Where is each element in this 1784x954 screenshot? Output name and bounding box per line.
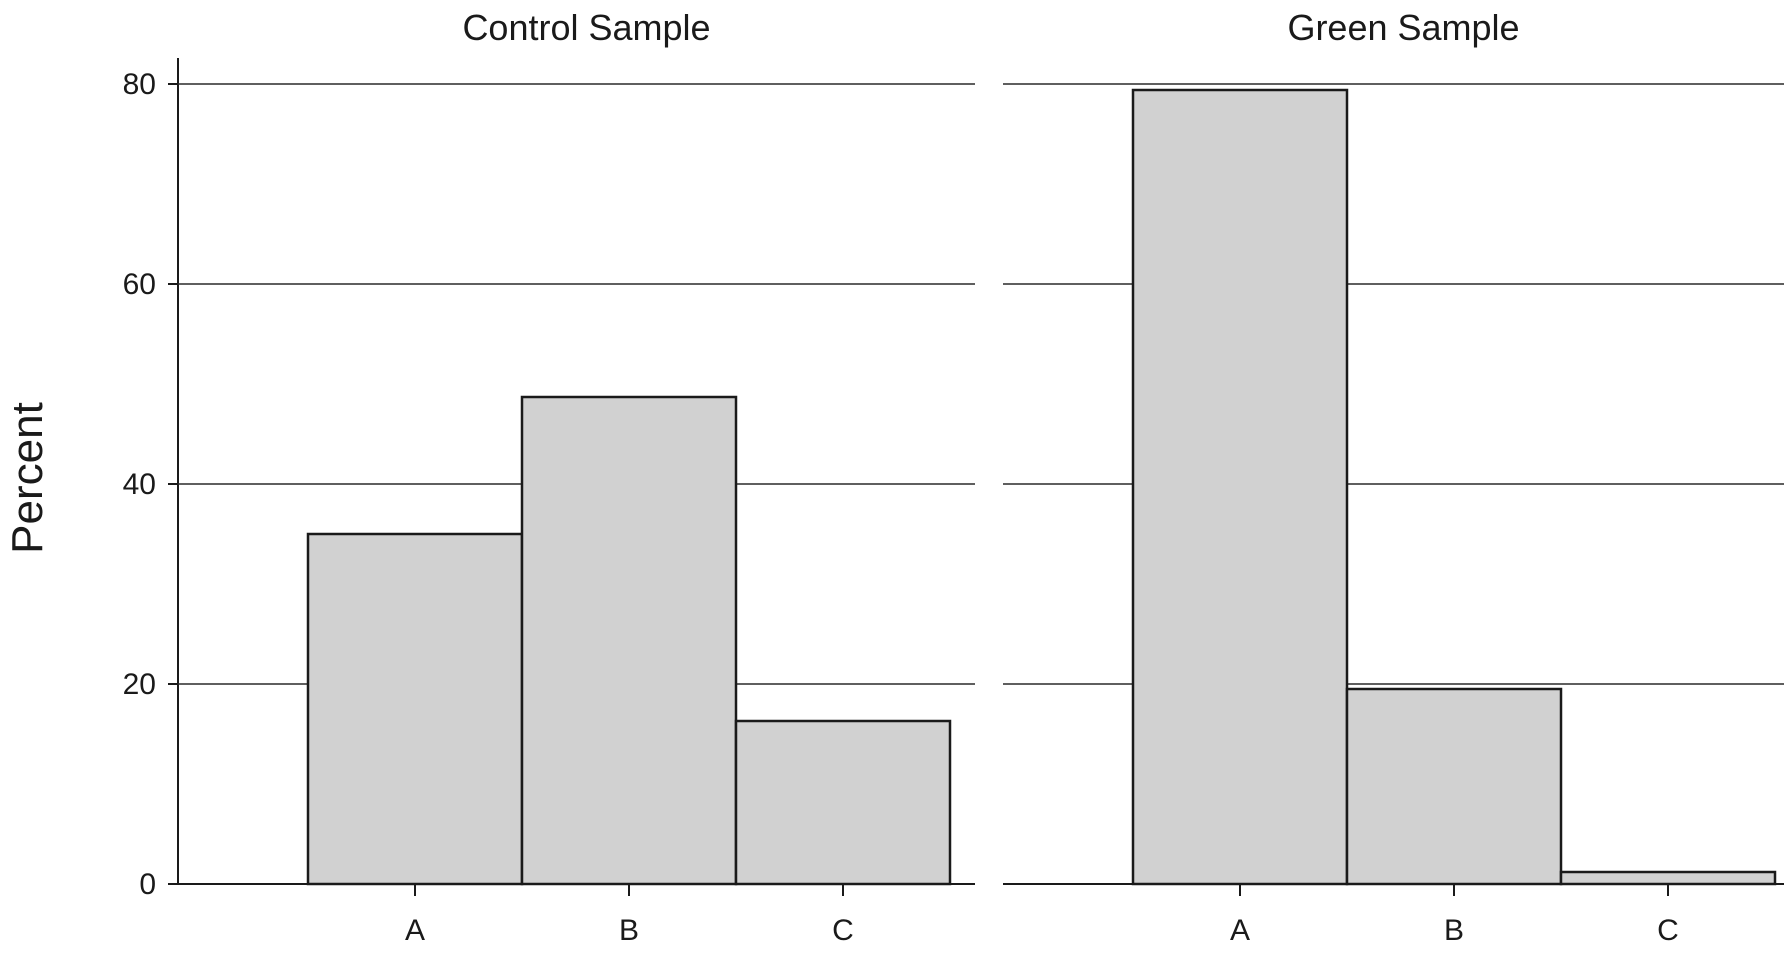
- panel-title: Green Sample: [1287, 7, 1519, 48]
- bar-C: [734, 719, 952, 886]
- y-axis-title: Percent: [3, 402, 52, 554]
- y-tick-label: 0: [139, 868, 156, 901]
- bar-B: [1345, 687, 1563, 886]
- x-tick-label: B: [619, 914, 639, 947]
- panel-title: Control Sample: [462, 7, 710, 48]
- x-tick-label: C: [832, 914, 854, 947]
- y-tick-label: 40: [123, 468, 156, 501]
- panel-1: Control Sample A B C: [178, 7, 975, 947]
- y-axis: 0 20 40 60 80: [123, 58, 179, 901]
- y-tick-label: 60: [123, 268, 156, 301]
- x-tick-label: B: [1444, 914, 1464, 947]
- bar-B: [520, 395, 738, 886]
- x-tick-label: A: [1230, 914, 1250, 947]
- bar-A: [1131, 88, 1349, 886]
- y-tick-label: 20: [123, 668, 156, 701]
- bar-C: [1559, 870, 1777, 886]
- y-tick-label: 80: [123, 68, 156, 101]
- chart-panels: Control Sample A B C Green Sample A B C: [178, 7, 1784, 947]
- x-tick-label: C: [1657, 914, 1679, 947]
- bar-A: [306, 532, 524, 886]
- x-tick-label: A: [405, 914, 425, 947]
- panel-2: Green Sample A B C: [1003, 7, 1784, 947]
